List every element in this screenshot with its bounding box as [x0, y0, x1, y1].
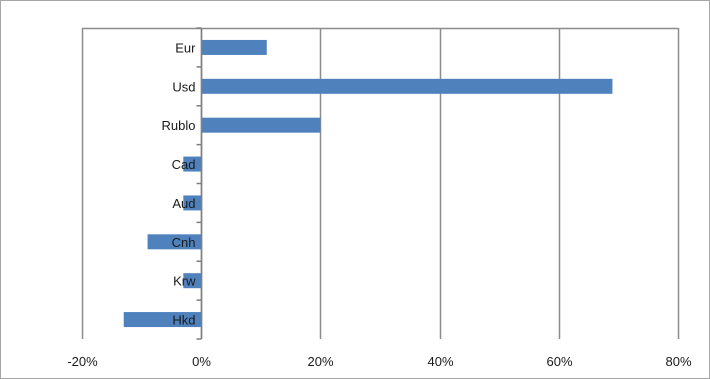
bar-hkd — [123, 312, 202, 328]
category-label-eur: Eur — [175, 40, 196, 55]
category-label-cad: Cad — [172, 157, 196, 172]
bar-cnh — [147, 234, 202, 250]
bar-krw — [183, 273, 202, 289]
category-label-krw: Krw — [173, 274, 196, 289]
bar-cad — [183, 156, 202, 172]
bar-rublo — [201, 117, 321, 133]
category-label-aud: Aud — [172, 196, 195, 211]
bar-usd — [201, 78, 613, 94]
x-tick-label: 80% — [665, 354, 691, 369]
bar-aud — [183, 195, 202, 211]
bar-eur — [201, 39, 267, 55]
category-label-usd: Usd — [172, 79, 195, 94]
category-labels: Eur Usd Rublo Cad Aud Cnh Krw Hkd — [162, 40, 197, 327]
x-tick-label: 60% — [546, 354, 572, 369]
category-label-hkd: Hkd — [172, 313, 195, 328]
bars — [123, 39, 613, 328]
x-tick-label: -20% — [67, 354, 98, 369]
x-tick-labels: -20% 0% 20% 40% 60% 80% — [67, 354, 692, 369]
x-tick-label: 20% — [307, 354, 333, 369]
category-label-cnh: Cnh — [172, 235, 196, 250]
x-tick-label: 40% — [427, 354, 453, 369]
category-label-rublo: Rublo — [162, 118, 196, 133]
x-tick-label: 0% — [192, 354, 211, 369]
category-axis — [196, 27, 203, 340]
